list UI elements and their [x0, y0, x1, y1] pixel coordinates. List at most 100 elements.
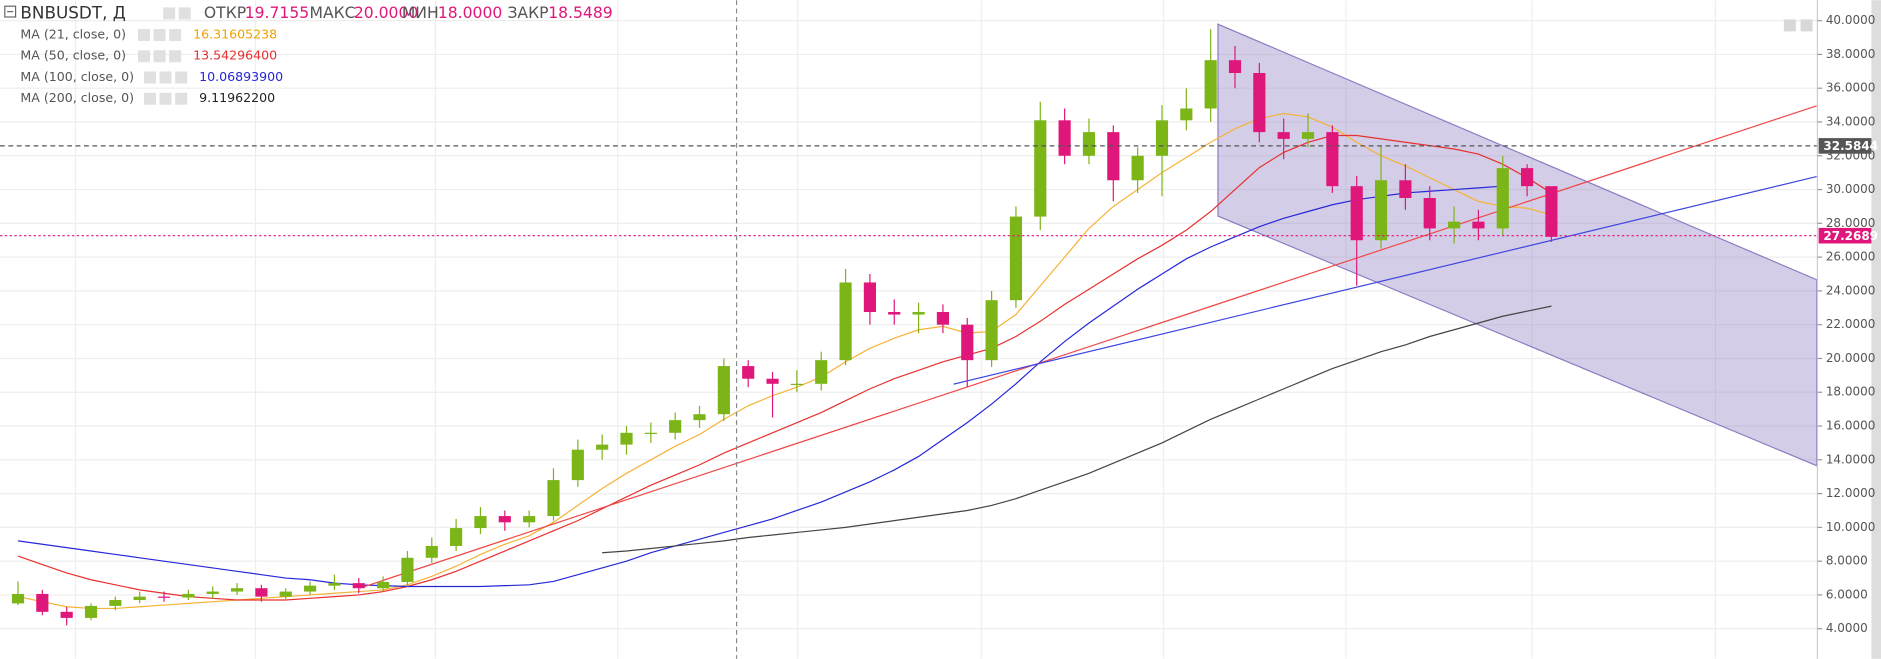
candle-body: [352, 583, 365, 589]
candle-body: [303, 585, 317, 592]
y-tick-label: 16.0000: [1826, 419, 1876, 433]
candle-body: [133, 596, 146, 601]
candle-body: [1180, 108, 1193, 121]
legend-name: MA (100, close, 0): [20, 69, 134, 84]
legend-icon[interactable]: [169, 50, 182, 63]
candle-body: [1277, 132, 1290, 139]
candle-body: [1301, 132, 1315, 139]
icon[interactable]: [163, 7, 176, 20]
ohlc-label: МИН: [402, 4, 439, 22]
y-tick-label: 36.0000: [1826, 81, 1876, 95]
candle-body: [1155, 120, 1169, 156]
candle-body: [742, 366, 755, 379]
ohlc-label: МАКС: [310, 4, 356, 22]
ma-line: [17, 185, 1503, 588]
channel: [1217, 23, 1818, 467]
candle-body: [377, 581, 390, 589]
candle-body: [1204, 60, 1217, 109]
legend-value: 9.11962200: [199, 90, 275, 105]
trend-line: [359, 105, 1817, 589]
ohlc-value: 18.5489: [548, 4, 612, 22]
legend-icon[interactable]: [153, 50, 166, 63]
candle-body: [401, 557, 414, 582]
candle-body: [790, 383, 803, 386]
candle-body: [1082, 132, 1096, 156]
legend-icon[interactable]: [175, 92, 188, 105]
candle-body: [255, 588, 268, 597]
legend-icon[interactable]: [143, 71, 156, 84]
y-tick-label: 10.0000: [1826, 520, 1876, 534]
candle-body: [450, 528, 463, 546]
candle-body: [1399, 180, 1412, 199]
legend-value: 13.54296400: [193, 48, 277, 63]
candle-body: [11, 593, 25, 604]
scale-button[interactable]: [1783, 19, 1796, 32]
price-label-box: [1818, 138, 1872, 154]
symbol: BNBUSDT, Д: [20, 2, 125, 22]
legend-icon[interactable]: [153, 28, 166, 41]
candle-body: [1374, 180, 1388, 241]
y-tick-label: 8.0000: [1826, 554, 1868, 568]
y-tick-label: 14.0000: [1826, 452, 1876, 466]
price-label: 27.2689: [1823, 229, 1878, 243]
y-tick-label: 20.0000: [1826, 351, 1876, 365]
candle-body: [985, 300, 998, 361]
trend-line: [953, 175, 1817, 385]
candle-body: [936, 312, 950, 325]
candle-body: [109, 600, 122, 606]
icon[interactable]: [178, 7, 191, 20]
candle-body: [425, 545, 438, 558]
candle-body: [1496, 168, 1509, 229]
collapse-icon[interactable]: [4, 5, 17, 18]
candle-body: [596, 444, 609, 450]
price-label-box: [1818, 227, 1872, 244]
price-label: 32.5844: [1823, 139, 1878, 153]
candle-body: [60, 611, 73, 618]
candle-body: [182, 593, 195, 598]
candle-body: [1423, 198, 1436, 229]
legend-value: 16.31605238: [193, 26, 277, 41]
ohlc-value: 18.0000: [438, 4, 502, 22]
y-tick-label: 24.0000: [1826, 283, 1876, 297]
candle-body: [36, 593, 49, 612]
candle-body: [839, 282, 852, 361]
grid: [0, 0, 1818, 659]
legend-icon[interactable]: [159, 92, 172, 105]
y-tick-label: 22.0000: [1826, 317, 1876, 331]
candle-body: [1228, 60, 1242, 74]
candle-body: [693, 414, 706, 421]
ma-line: [17, 112, 1552, 610]
y-tick-label: 28.0000: [1826, 216, 1876, 230]
legend-value: 10.06893900: [199, 69, 283, 84]
candle-body: [888, 312, 901, 315]
candle-body: [815, 360, 828, 384]
scale-button[interactable]: [1800, 19, 1813, 32]
candle-body: [1058, 120, 1071, 156]
legend-name: MA (21, close, 0): [20, 26, 126, 41]
legend-icon[interactable]: [137, 50, 150, 63]
candle-body: [766, 378, 779, 384]
legend-icon[interactable]: [159, 71, 172, 84]
y-tick-label: 34.0000: [1826, 114, 1876, 128]
candle-body: [230, 588, 244, 592]
candle-body: [1472, 221, 1485, 229]
legend-icon[interactable]: [175, 71, 188, 84]
candle-body: [1107, 132, 1120, 181]
y-tick-label: 6.0000: [1826, 587, 1868, 601]
legend-icon[interactable]: [137, 28, 150, 41]
ohlc-label: ОТКР: [204, 4, 246, 22]
price-axis: [1817, 0, 1872, 659]
candle-body: [1253, 73, 1266, 133]
legend-icon[interactable]: [143, 92, 156, 105]
candle-body: [1350, 186, 1363, 241]
candle-body: [717, 366, 730, 415]
candle-body: [84, 605, 98, 618]
candle-body: [474, 516, 487, 529]
ohlc-value: 19.7155: [245, 4, 309, 22]
candle-body: [961, 324, 974, 361]
legend-icon[interactable]: [169, 28, 182, 41]
candle-body: [912, 312, 925, 315]
candle-body: [620, 432, 633, 445]
scrollbar[interactable]: [1871, 0, 1881, 659]
